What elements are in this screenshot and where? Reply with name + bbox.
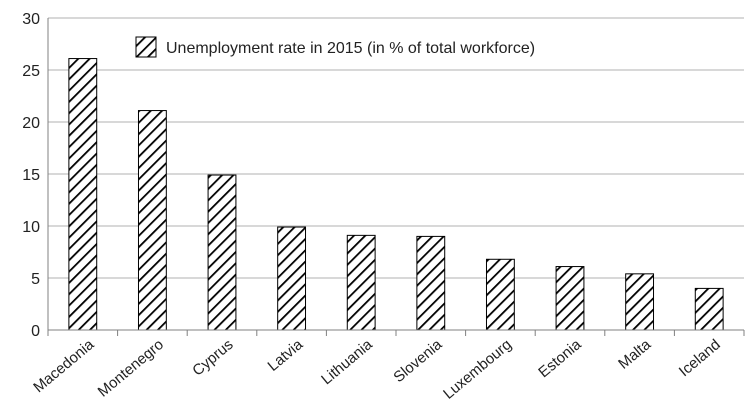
- bar-cyprus: [207, 174, 237, 331]
- y-tick-label: 25: [22, 63, 40, 80]
- legend-swatch: [135, 36, 157, 58]
- x-tick-label: Macedonia: [30, 336, 98, 397]
- bar-lithuania: [346, 234, 376, 331]
- legend-label: Unemployment rate in 2015 (in % of total…: [166, 40, 535, 57]
- x-tick-label: Luxembourg: [440, 336, 515, 403]
- x-tick-label: Slovenia: [390, 336, 446, 386]
- bar-luxembourg: [485, 258, 515, 331]
- axes: [47, 18, 745, 336]
- y-tick-label: 30: [22, 11, 40, 28]
- y-tick-label: 0: [31, 323, 40, 340]
- legend: Unemployment rate in 2015 (in % of total…: [135, 36, 535, 58]
- bar-estonia: [555, 266, 585, 331]
- x-tick-label: Lithuania: [318, 336, 376, 389]
- x-tick-label: Iceland: [676, 336, 724, 380]
- x-tick-label: Malta: [615, 336, 655, 373]
- bar-latvia: [277, 226, 307, 331]
- x-tick-label: Montenegro: [95, 336, 167, 400]
- x-tick-label: Latvia: [265, 336, 307, 375]
- x-tick-label: Estonia: [535, 336, 585, 382]
- bar-slovenia: [416, 235, 446, 331]
- y-tick-label: 15: [22, 167, 40, 184]
- y-tick-label: 20: [22, 115, 40, 132]
- y-tick-label: 5: [31, 271, 40, 288]
- y-tick-labels: 0 5 10 15 20 25 30: [22, 11, 40, 340]
- bar-malta: [625, 273, 655, 331]
- bar-macedonia: [68, 58, 98, 331]
- bar-montenegro: [137, 110, 167, 331]
- x-tick-label: Cyprus: [189, 336, 236, 380]
- y-tick-label: 10: [22, 219, 40, 236]
- bar-iceland: [694, 287, 724, 331]
- bars: [68, 58, 724, 331]
